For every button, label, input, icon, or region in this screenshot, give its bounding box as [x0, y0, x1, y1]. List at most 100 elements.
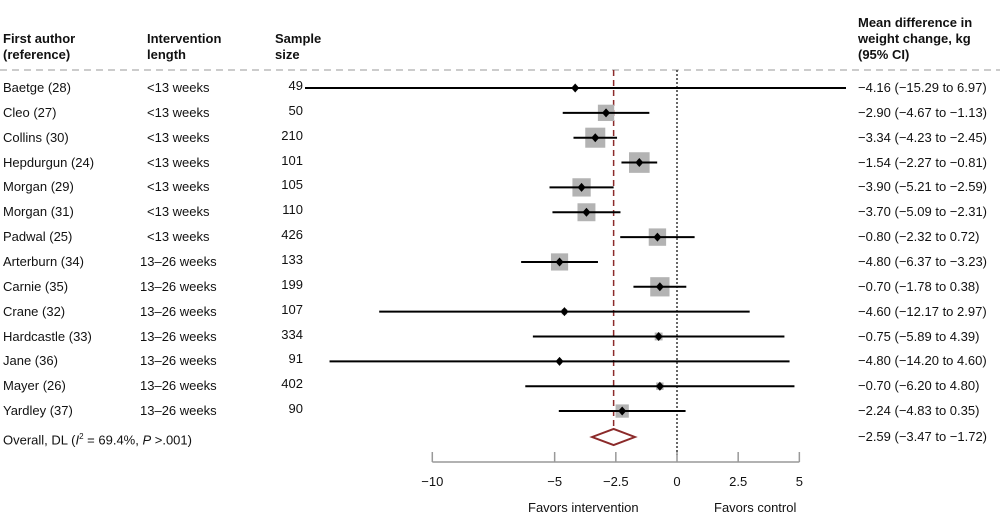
header-sample-line2: size [275, 47, 300, 62]
study-sample-size: 49 [288, 78, 303, 93]
study-intervention-length: <13 weeks [147, 80, 210, 95]
study-intervention-length: <13 weeks [147, 179, 210, 195]
study-author: Jane (36) [3, 353, 58, 369]
study-author: Yardley (37) [3, 403, 73, 419]
study-sample-size: 91 [288, 351, 303, 367]
study-author: Hepdurgun (24) [3, 154, 95, 170]
p-text: >.001) [151, 432, 192, 448]
header-intervention: Intervention length [147, 31, 221, 63]
header-sample: Sample size [275, 31, 321, 63]
study-effect-label: −0.70 (−6.20 to 4.80) [858, 378, 980, 394]
study-effect-label: −4.80 (−14.20 to 4.60) [858, 353, 987, 369]
header-author-line2: (reference) [3, 47, 71, 62]
study-intervention-length: <13 weeks [147, 129, 210, 145]
study-author: Crane (32) [3, 303, 66, 319]
study-intervention-length: <13 weeks [147, 104, 210, 120]
header-author: First author (reference) [3, 31, 75, 63]
header-effect: Mean difference in weight change, kg (95… [858, 15, 972, 63]
header-effect-line3: (95% CI) [858, 47, 910, 62]
study-effect-label: −0.80 (−2.32 to 0.72) [858, 229, 980, 245]
study-sample-size: 101 [281, 152, 303, 168]
overall-diamond [589, 427, 638, 447]
study-point-estimate [602, 108, 611, 118]
study-sample-size: 105 [281, 177, 303, 193]
study-effect-label: −3.70 (−5.09 to −2.31) [858, 204, 988, 220]
x-tick-label: −2.5 [603, 474, 629, 489]
study-author: Collins (30) [3, 129, 69, 145]
study-intervention-length: <13 weeks [147, 229, 210, 245]
study-intervention-length: 13–26 weeks [140, 353, 217, 369]
study-effect-label: −0.75 (−5.89 to 4.39) [858, 328, 980, 344]
p-symbol: P [142, 432, 152, 448]
study-sample-size: 426 [281, 227, 303, 243]
study-intervention-length: 13–26 weeks [140, 378, 217, 394]
study-effect-label: −3.34 (−4.23 to −2.45) [858, 129, 988, 145]
study-sample-size: 199 [281, 276, 303, 292]
study-point-estimate [582, 207, 591, 217]
x-tick-label: 0 [673, 474, 680, 489]
header-intervention-line2: length [147, 47, 186, 62]
study-author: Cleo (27) [3, 104, 57, 120]
x-tick-label: 5 [796, 474, 803, 489]
study-point-estimate [618, 406, 627, 416]
overall-prefix: Overall, DL ( [3, 432, 76, 448]
study-sample-size: 110 [282, 202, 303, 218]
study-author: Carnie (35) [3, 278, 69, 294]
favors-control-label: Favors control [714, 500, 797, 515]
header-intervention-line1: Intervention [147, 31, 222, 46]
study-intervention-length: 13–26 weeks [140, 253, 217, 269]
study-point-estimate [654, 332, 663, 341]
study-intervention-length: <13 weeks [147, 204, 210, 220]
study-point-estimate [635, 158, 644, 168]
study-effect-label: −1.54 (−2.27 to −0.81) [858, 154, 988, 170]
study-sample-size: 402 [281, 376, 303, 392]
x-tick-label: −10 [421, 474, 443, 489]
study-effect-label: −0.70 (−1.78 to 0.38) [858, 278, 980, 294]
header-author-line1: First author [3, 31, 76, 46]
study-author: Arterburn (34) [3, 253, 84, 269]
study-author: Baetge (28) [3, 80, 71, 95]
x-tick-label: 2.5 [729, 474, 747, 489]
study-point-estimate [555, 257, 564, 267]
study-effect-label: −2.24 (−4.83 to 0.35) [858, 403, 980, 419]
study-point-estimate [577, 182, 586, 192]
i2-text: = 69.4%, [83, 432, 143, 448]
x-tick-label: −5 [547, 474, 562, 489]
study-point-estimate [655, 282, 664, 292]
i2-symbol: I [75, 432, 80, 448]
study-sample-size: 133 [281, 251, 303, 267]
study-point-estimate [591, 133, 600, 143]
study-sample-size: 107 [281, 301, 303, 317]
study-author: Hardcastle (33) [3, 328, 92, 344]
study-effect-label: −4.16 (−15.29 to 6.97) [858, 80, 987, 95]
study-point-estimate [571, 83, 580, 93]
study-author: Padwal (25) [3, 229, 73, 245]
study-author: Mayer (26) [3, 378, 66, 394]
study-point-estimate [555, 356, 564, 366]
study-intervention-length: 13–26 weeks [140, 303, 217, 319]
study-effect-label: −2.90 (−4.67 to −1.13) [858, 104, 988, 120]
i2-sup: 2 [79, 432, 84, 441]
study-point-estimate [560, 307, 569, 317]
header-effect-line1: Mean difference in [858, 15, 973, 30]
overall-effect-label: −2.59 (−3.47 to −1.72) [858, 429, 988, 444]
study-author: Morgan (31) [3, 204, 74, 220]
study-effect-label: −4.80 (−6.37 to −3.23) [858, 253, 988, 269]
study-intervention-length: 13–26 weeks [140, 328, 217, 344]
study-sample-size: 334 [281, 326, 303, 342]
study-effect-label: −4.60 (−12.17 to 2.97) [858, 303, 987, 319]
study-effect-label: −3.90 (−5.21 to −2.59) [858, 179, 988, 195]
study-intervention-length: 13–26 weeks [140, 403, 217, 419]
study-author: Morgan (29) [3, 179, 74, 195]
study-sample-size: 90 [288, 401, 303, 417]
study-intervention-length: <13 weeks [147, 154, 210, 170]
header-effect-line2: weight change, kg [858, 31, 971, 46]
overall-label: Overall, DL (I2 = 69.4%, P >.001) [3, 429, 192, 448]
study-intervention-length: 13–26 weeks [140, 278, 217, 294]
study-sample-size: 50 [288, 102, 303, 118]
study-point-estimate [655, 381, 664, 391]
study-point-estimate [653, 232, 662, 242]
favors-intervention-label: Favors intervention [528, 500, 639, 515]
study-sample-size: 210 [281, 127, 303, 143]
